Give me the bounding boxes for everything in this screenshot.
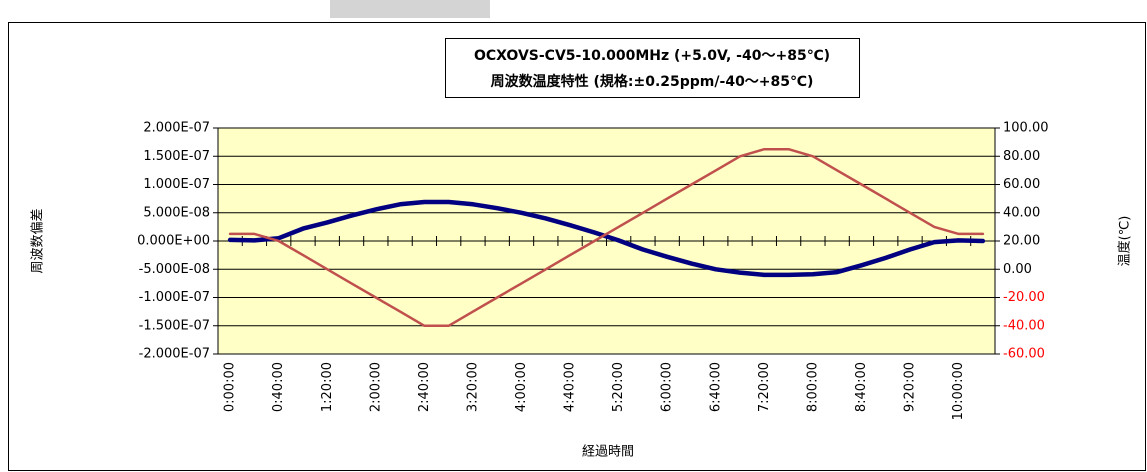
x-tick-label: 2:00:00 (368, 362, 383, 412)
x-tick-label: 6:00:00 (660, 362, 675, 412)
y2-tick-label: -20.00 (1003, 290, 1045, 305)
x-tick-label: 4:00:00 (514, 362, 529, 412)
y-tick-label: -5.000E-08 (139, 262, 210, 277)
chart-title: OCXOVS-CV5-10.000MHz (+5.0V, -40～+85℃) (474, 48, 830, 64)
y-tick-label: -2.000E-07 (139, 347, 210, 362)
x-tick-label: 8:00:00 (805, 362, 820, 412)
x-tick-label: 7:20:00 (757, 362, 772, 412)
x-tick-label: 2:40:00 (417, 362, 432, 412)
y2-tick-label: 60.00 (1003, 177, 1040, 192)
tab (330, 0, 490, 18)
y2-tick-label: 100.00 (1003, 121, 1049, 136)
y-tick-label: 1.000E-07 (143, 177, 210, 192)
y2-tick-label: -60.00 (1003, 347, 1045, 362)
y2-tick-label: 80.00 (1003, 149, 1040, 164)
x-tick-label: 1:20:00 (320, 362, 335, 412)
y-tick-label: 0.000E+00 (137, 234, 210, 249)
title-box (445, 38, 860, 98)
y2-tick-label: 20.00 (1003, 234, 1040, 249)
x-tick-label: 4:40:00 (563, 362, 578, 412)
x-tick-label: 0:00:00 (223, 362, 238, 412)
series-line (228, 147, 985, 328)
y2-tick-label: 40.00 (1003, 205, 1040, 220)
x-tick-label: 0:40:00 (271, 362, 286, 412)
x-tick-label: 8:40:00 (854, 362, 869, 412)
series-line (227, 199, 986, 278)
x-tick-label: 5:20:00 (611, 362, 626, 412)
y-tick-label: 1.500E-07 (143, 149, 210, 164)
y2-axis-label: 温度(℃) (1117, 216, 1133, 267)
x-tick-label: 6:40:00 (708, 362, 723, 412)
y-tick-label: -1.500E-07 (139, 318, 210, 333)
y2-tick-label: -40.00 (1003, 318, 1045, 333)
y-tick-label: 2.000E-07 (143, 121, 210, 136)
chart-title: 周波数温度特性 (規格:±0.25ppm/-40～+85℃) (491, 73, 814, 90)
x-axis-label: 経過時間 (582, 445, 634, 460)
x-tick-label: 9:20:00 (903, 362, 918, 412)
y-axis-label: 周波数偏差 (31, 208, 46, 273)
x-tick-label: 10:00:00 (951, 362, 966, 420)
x-tick-label: 3:20:00 (465, 362, 480, 412)
y-tick-label: 5.000E-08 (143, 205, 210, 220)
y-tick-label: -1.000E-07 (139, 290, 210, 305)
y2-tick-label: 0.00 (1003, 262, 1032, 277)
